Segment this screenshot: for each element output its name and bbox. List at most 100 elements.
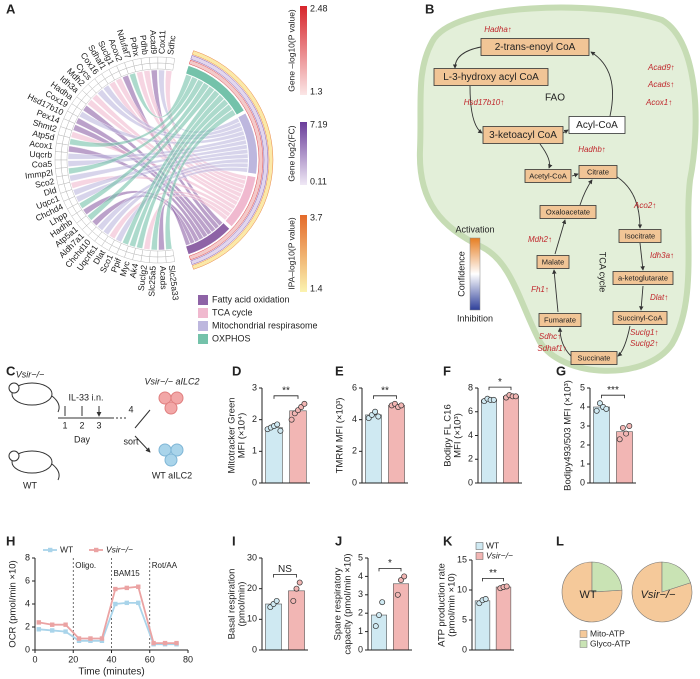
gene-cell	[57, 183, 67, 194]
color-scale	[300, 215, 307, 292]
bar	[265, 603, 282, 651]
cycle-label: TCA cycle	[598, 252, 608, 293]
node-label: Isocitrate	[625, 231, 655, 240]
ribbon	[78, 111, 245, 145]
gene-label: Immp2l	[24, 167, 53, 180]
panel-label: F	[443, 363, 451, 378]
gene-label: Cox11	[156, 30, 167, 55]
panel-label: I	[232, 533, 236, 548]
panel-label: H	[6, 533, 15, 548]
ribbon	[97, 89, 244, 140]
ribbon	[75, 153, 249, 203]
scale-title: Gene log2(FC)	[286, 125, 296, 181]
y-tick-label: 0	[252, 477, 257, 487]
legend-label: TCA cycle	[212, 307, 253, 317]
y-axis-label: (pmol/min ×10)	[447, 573, 458, 637]
data-point	[503, 583, 510, 590]
gene-cell	[56, 175, 65, 186]
series-marker	[136, 600, 141, 606]
data-point	[273, 597, 280, 604]
significance: **	[381, 385, 389, 396]
series-marker	[76, 636, 82, 641]
pathway-arc	[186, 65, 244, 115]
ribbon	[70, 175, 234, 214]
y-axis-label: MFI (×10³)	[453, 413, 464, 458]
data-point	[288, 416, 295, 423]
gene-label: Dld	[43, 185, 58, 198]
node-label: 3-ketoacyl CoA	[489, 130, 557, 141]
panel-label: E	[335, 363, 344, 378]
annotation: BAM15	[114, 569, 141, 578]
enzyme: Idh3a↑	[650, 251, 674, 260]
y-tick-label: 4	[468, 430, 473, 440]
enzyme: Suclg1↑	[630, 328, 658, 337]
y-tick-label: 4	[25, 598, 30, 608]
ribbon	[165, 109, 236, 250]
legend-label: WT	[60, 544, 73, 554]
gene-cell	[63, 110, 74, 122]
y-tick-label: 6	[352, 382, 357, 392]
x-axis-label: Time (minutes)	[78, 667, 144, 678]
significance: ***	[607, 385, 619, 396]
gene-cell	[71, 212, 82, 224]
cells-ko	[158, 391, 184, 415]
panel-label: B	[425, 1, 434, 16]
series-line	[38, 601, 177, 646]
panel-label: D	[232, 363, 241, 378]
y-tick-label: 4	[580, 401, 585, 411]
series-marker	[124, 600, 129, 606]
injection-arrows	[64, 406, 99, 416]
series-marker	[50, 628, 55, 633]
gene-cell	[165, 57, 176, 65]
pathway-node	[524, 169, 572, 183]
day-label: Day	[74, 434, 91, 444]
significance-bracket	[482, 578, 504, 582]
significance: **	[282, 385, 290, 396]
y-tick-label: 0	[352, 477, 357, 487]
y-tick-label: 5	[580, 382, 585, 392]
series-marker	[76, 638, 82, 643]
gene-cell	[60, 159, 68, 169]
day: 3	[96, 420, 101, 430]
cells-wt	[158, 443, 184, 467]
node-label: Fumarate	[544, 315, 576, 324]
y-axis-label: OCR (pmol/min ×10)	[8, 560, 19, 647]
data-point	[372, 623, 379, 630]
legend-label: Vsir−/−	[106, 544, 133, 554]
color-scale	[300, 6, 307, 95]
gene-label: Sco2	[34, 176, 55, 190]
mouse-ear	[8, 382, 20, 394]
series-marker	[124, 585, 129, 591]
gene-cell	[76, 219, 87, 231]
series-marker	[63, 629, 68, 634]
mouse-label: Vsir−/−	[16, 369, 45, 379]
legend-label: OXPHOS	[212, 333, 251, 343]
ribbon	[87, 86, 215, 221]
data-point	[623, 430, 630, 437]
series-marker	[36, 620, 42, 625]
legend-swatch	[475, 542, 484, 550]
data-point	[375, 413, 382, 420]
ribbons	[67, 69, 249, 251]
enzyme: Fh1↑	[531, 285, 549, 294]
node-label: 2-trans-enoyl CoA	[495, 42, 576, 53]
series-marker	[174, 640, 179, 646]
gene-cell	[108, 65, 120, 76]
y-tick-label: 20	[247, 583, 257, 593]
pathway-node	[433, 68, 549, 86]
gene-cell	[55, 142, 63, 153]
cycle-label: FAO	[545, 93, 565, 104]
schematic	[8, 382, 184, 481]
y-tick-label: 0	[580, 477, 585, 487]
panel-label: K	[443, 533, 453, 548]
data-point	[296, 579, 303, 586]
y-tick-label: 3	[252, 382, 257, 392]
pathway-node	[578, 165, 618, 179]
significance: NS	[278, 564, 292, 575]
y-tick-label: 4	[352, 414, 357, 424]
node-label: Succinyl-CoA	[617, 313, 662, 322]
panel-label: C	[6, 363, 16, 378]
y-tick-label: 2	[352, 446, 357, 456]
gene-label: Pdhb	[138, 34, 150, 55]
gene-cell	[54, 159, 62, 169]
